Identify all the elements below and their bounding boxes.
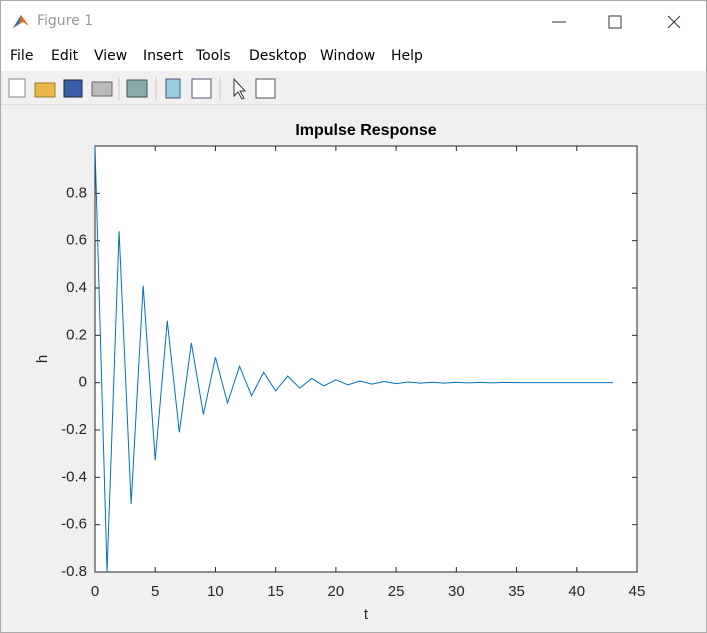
y-tick-label: -0.4 [61,468,87,485]
pointer-button[interactable] [233,77,247,100]
close-button[interactable] [667,15,681,29]
menu-item[interactable]: Desktop [249,48,307,64]
menu-item[interactable]: Edit [51,48,79,64]
menu-item[interactable]: Window [320,48,376,64]
property-button[interactable] [255,78,276,99]
menu-item[interactable]: Tools [196,48,231,64]
y-tick-label: -0.2 [61,421,87,438]
open-button[interactable] [34,82,56,98]
window-controls [552,15,681,29]
x-tick-label: 0 [91,583,99,600]
y-tick-label: 0.2 [66,326,87,343]
x-tick-label: 15 [267,583,284,600]
new-button[interactable] [8,78,26,98]
line-series [94,145,613,573]
link-button[interactable] [126,79,148,98]
chart-title: Impulse Response [295,122,436,139]
toolbar [1,72,706,105]
title-bar: Figure 1 [1,1,706,43]
y-tick-label: 0 [79,374,87,391]
x-tick-label: 30 [448,583,465,600]
window-title: Figure 1 [37,13,94,29]
save-button[interactable] [63,79,83,98]
maximize-button[interactable] [608,15,622,29]
axes-background [95,146,637,572]
legend-button[interactable] [191,78,212,99]
x-tick-label: 20 [328,583,345,600]
print-button[interactable] [91,81,113,97]
y-tick-label: 0.6 [66,232,87,249]
menu-item[interactable]: Help [391,48,423,64]
x-tick-label: 40 [568,583,585,600]
axes-box [94,145,638,573]
menu-bar: File Edit View Insert Tools Desktop Window Help [1,43,706,71]
y-tick-label: 0.8 [66,184,87,201]
app-icon [13,15,29,28]
y-tick-label: 0.4 [66,279,87,296]
menu-item[interactable]: View [94,48,128,64]
menu-item[interactable]: Insert [143,48,184,64]
y-axis-label: h [34,355,51,363]
x-tick-label: 25 [388,583,405,600]
x-tick-label: 45 [629,583,646,600]
colorbar-button[interactable] [165,78,181,99]
chart: Impulse Response t h -0.8 -0.6 -0.4 -0.2 0 0.… [34,122,646,623]
menu-item[interactable]: File [10,48,34,64]
y-tick-label: -0.6 [61,516,87,533]
x-tick-label: 10 [207,583,224,600]
x-tick-label: 35 [508,583,525,600]
x-axis-label: t [364,606,369,623]
toolbar-icons [8,77,276,100]
y-tick-label: -0.8 [61,563,87,580]
x-tick-label: 5 [151,583,159,600]
